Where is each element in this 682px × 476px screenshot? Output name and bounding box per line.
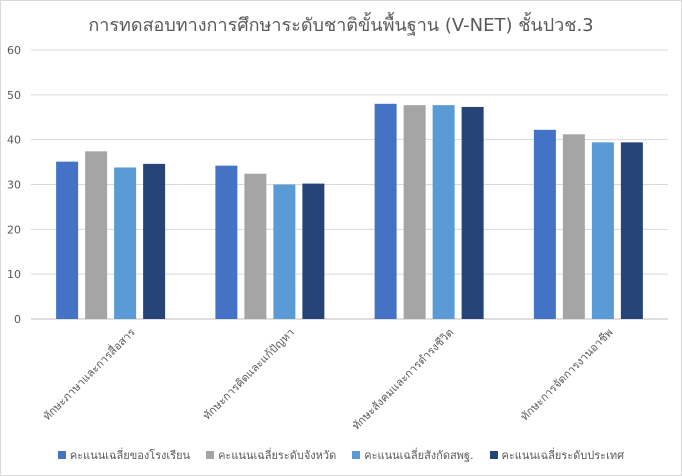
bar xyxy=(591,142,614,319)
bar xyxy=(403,105,426,320)
gridlines xyxy=(31,49,668,320)
bar xyxy=(620,142,643,319)
y-tick-label: 30 xyxy=(7,179,21,192)
bar xyxy=(461,106,484,320)
bar xyxy=(374,103,397,319)
bar xyxy=(273,184,296,319)
y-tick-label: 0 xyxy=(14,313,21,326)
bar xyxy=(244,173,267,319)
x-category-label: ทักษะการจัดการงานอาชีพ xyxy=(518,326,615,423)
y-tick-label: 40 xyxy=(7,134,21,147)
x-category-label: ทักษะการคิดและแก้ปัญหา xyxy=(200,326,297,423)
chart-title: การทดสอบทางการศึกษาระดับชาติขั้นพื้นฐาน … xyxy=(88,15,594,36)
legend-label: คะแนนเฉลี่ยของโรงเรียน xyxy=(69,449,191,462)
bars xyxy=(56,103,643,320)
bar xyxy=(85,151,108,319)
y-tick-label: 50 xyxy=(7,89,21,102)
bar xyxy=(215,165,238,319)
legend-swatch xyxy=(352,451,361,459)
y-tick-label: 60 xyxy=(7,44,21,57)
legend-swatch xyxy=(206,451,215,459)
legend: คะแนนเฉลี่ยของโรงเรียน คะแนนเฉลี่ยระดับจั… xyxy=(0,446,682,464)
legend-label: คะแนนเฉลี่ยสังกัดสพฐ. xyxy=(364,449,474,462)
legend-swatch xyxy=(489,451,498,459)
x-axis-categories: ทักษะภาษาและการสื่อสาร ทักษะการคิดและแก้ป… xyxy=(39,324,615,432)
bar xyxy=(302,183,325,319)
x-category-label: ทักษะสังคมและการดำรงชีวิต xyxy=(350,326,457,433)
x-category-label: ทักษะภาษาและการสื่อสาร xyxy=(39,324,138,423)
y-tick-label: 20 xyxy=(7,223,21,236)
y-axis-ticks: 0 10 20 30 40 50 60 xyxy=(7,44,21,326)
legend-label: คะแนนเฉลี่ยระดับจังหวัด xyxy=(218,449,337,462)
bar xyxy=(533,129,556,319)
y-tick-label: 10 xyxy=(7,268,21,281)
legend-item: คะแนนเฉลี่ยของโรงเรียน xyxy=(57,446,191,464)
bar xyxy=(56,161,79,319)
bar xyxy=(143,163,166,319)
legend-label: คะแนนเฉลี่ยระดับประเทศ xyxy=(501,449,625,462)
bar xyxy=(114,167,137,319)
bar xyxy=(432,105,455,320)
bar xyxy=(562,134,585,319)
legend-item: คะแนนเฉลี่ยสังกัดสพฐ. xyxy=(352,446,474,464)
legend-item: คะแนนเฉลี่ยระดับจังหวัด xyxy=(206,446,336,464)
legend-swatch xyxy=(57,451,66,459)
legend-item: คะแนนเฉลี่ยระดับประเทศ xyxy=(489,446,625,464)
